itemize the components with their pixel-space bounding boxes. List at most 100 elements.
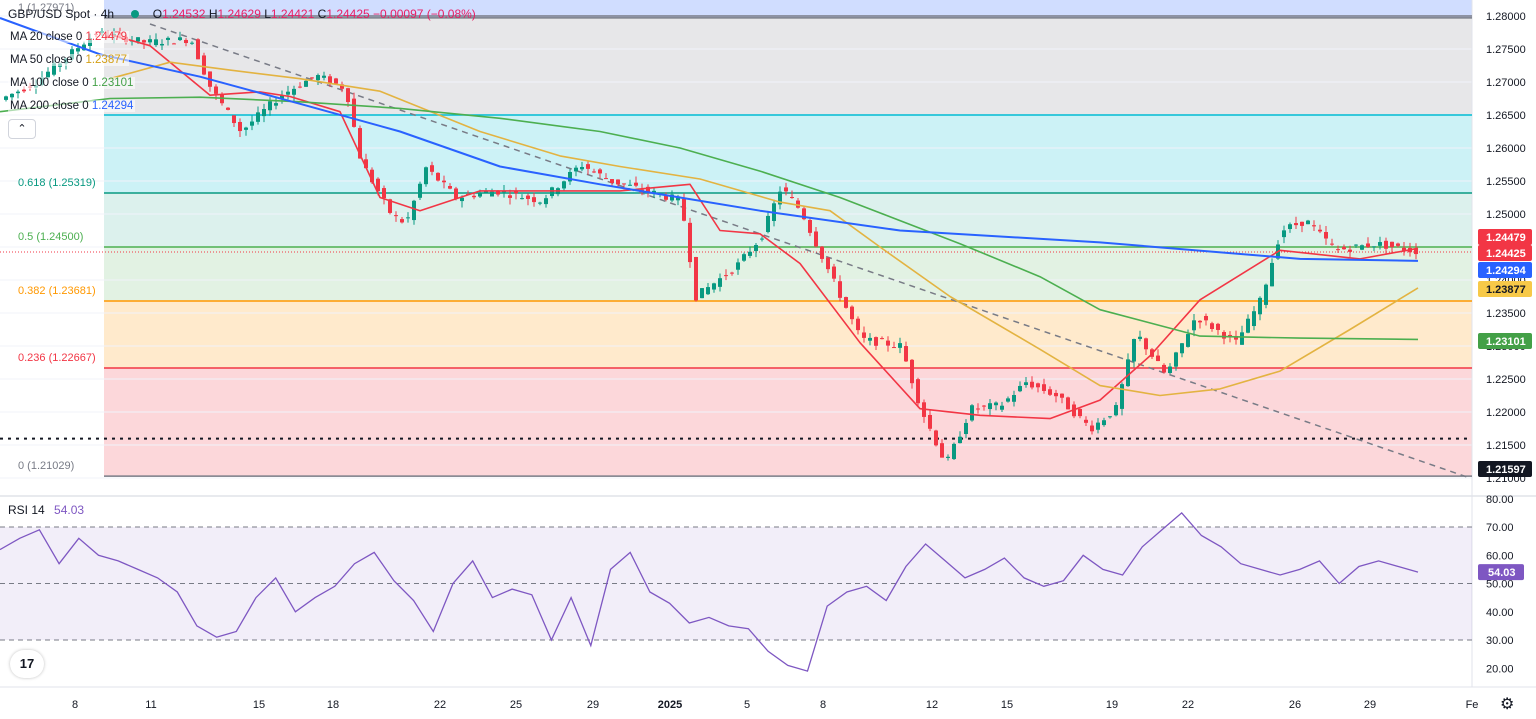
candle-body bbox=[184, 39, 188, 44]
rsi-legend[interactable]: RSI 14 54.03 bbox=[8, 503, 84, 517]
candle-body bbox=[604, 178, 608, 180]
time-tick-label: 18 bbox=[327, 699, 339, 711]
candle-body bbox=[406, 217, 410, 219]
candle-body bbox=[514, 191, 518, 194]
price-tick-label: 1.26500 bbox=[1486, 110, 1526, 122]
candle-body bbox=[1084, 419, 1088, 423]
candle-body bbox=[802, 208, 806, 220]
candle-body bbox=[562, 181, 566, 189]
candle-body bbox=[736, 262, 740, 270]
candle-body bbox=[178, 37, 182, 41]
indicator-value: 1.24479 bbox=[85, 31, 128, 43]
candle-body bbox=[700, 288, 704, 299]
candle-body bbox=[976, 408, 980, 410]
settings-glyph: ⚙ bbox=[1500, 696, 1515, 713]
candle-body bbox=[898, 343, 902, 348]
candle-body bbox=[790, 196, 794, 199]
rsi-tick-label: 60.00 bbox=[1486, 550, 1514, 562]
candle-body bbox=[1156, 355, 1160, 362]
candle-body bbox=[274, 103, 278, 106]
rsi-badge bbox=[1478, 564, 1524, 581]
price-badge-label: 1.24294 bbox=[1486, 265, 1527, 277]
price-tick-label: 1.22000 bbox=[1486, 407, 1526, 419]
tradingview-logo-icon[interactable]: 17 bbox=[10, 650, 44, 678]
candle-body bbox=[880, 338, 884, 340]
price-axis: 1.28000 1.27500 1.27000 1.26500 1.26000 1.255… bbox=[1478, 11, 1532, 675]
candle-body bbox=[1216, 323, 1220, 330]
candle-body bbox=[1348, 249, 1352, 252]
high-label: H bbox=[208, 7, 218, 21]
close-label: C bbox=[317, 7, 327, 21]
candle-body bbox=[910, 359, 914, 384]
candle-body bbox=[838, 281, 842, 298]
indicator-ma50[interactable]: MA 50 close 0 1.23877 bbox=[8, 54, 130, 66]
fib-band bbox=[104, 367, 1472, 477]
candle-body bbox=[148, 39, 152, 43]
candle-body bbox=[376, 178, 380, 192]
candle-body bbox=[442, 180, 446, 183]
price-badge bbox=[1478, 461, 1532, 477]
candle-body bbox=[688, 222, 692, 263]
candle-body bbox=[1228, 334, 1232, 337]
candle-body bbox=[436, 172, 440, 181]
candle-body bbox=[1096, 422, 1100, 430]
gear-icon[interactable]: ⚙ bbox=[1500, 694, 1514, 714]
price-badge-label: 1.23877 bbox=[1486, 284, 1526, 296]
candle-body bbox=[610, 179, 614, 183]
indicator-value: 1.23101 bbox=[91, 77, 134, 89]
candle-body bbox=[676, 196, 680, 201]
candle-body bbox=[1366, 243, 1370, 248]
candle-body bbox=[1384, 240, 1388, 249]
candle-body bbox=[142, 40, 146, 43]
candle-body bbox=[616, 179, 620, 185]
candle-body bbox=[1300, 221, 1304, 226]
candle-body bbox=[1180, 343, 1184, 354]
candle-body bbox=[286, 91, 290, 95]
candle-body bbox=[1204, 315, 1208, 321]
price-tick-label: 1.23500 bbox=[1486, 308, 1526, 320]
candle-body bbox=[388, 199, 392, 213]
candle-body bbox=[856, 318, 860, 331]
candle-body bbox=[1006, 398, 1010, 402]
indicator-ma20[interactable]: MA 20 close 0 1.24479 bbox=[8, 31, 130, 43]
candle-body bbox=[844, 297, 848, 308]
candle-body bbox=[1306, 220, 1310, 225]
close-value: 1.24425 bbox=[326, 7, 370, 21]
candle-body bbox=[946, 456, 950, 458]
price-tick-label: 1.27000 bbox=[1486, 77, 1526, 89]
candle-body bbox=[634, 182, 638, 186]
candle-body bbox=[622, 183, 626, 185]
candle-body bbox=[22, 89, 26, 92]
collapse-legend-button[interactable]: ⌃ bbox=[8, 119, 36, 139]
candle-body bbox=[334, 78, 338, 84]
candle-body bbox=[964, 422, 968, 435]
candle-body bbox=[868, 337, 872, 341]
fib-level-label: 0.5 (1.24500) bbox=[18, 231, 83, 243]
candle-body bbox=[934, 430, 938, 446]
candle-body bbox=[892, 347, 896, 349]
candle-body bbox=[1186, 334, 1190, 347]
indicator-ma100[interactable]: MA 100 close 0 1.23101 bbox=[8, 77, 136, 89]
candle-body bbox=[1288, 224, 1292, 230]
candle-body bbox=[364, 159, 368, 169]
candle-body bbox=[754, 245, 758, 252]
candle-body bbox=[1246, 318, 1250, 333]
open-label: O bbox=[152, 7, 163, 21]
rsi-tick-label: 30.00 bbox=[1486, 635, 1514, 647]
indicator-ma200[interactable]: MA 200 close 0 1.24294 bbox=[8, 100, 136, 112]
candle-body bbox=[460, 197, 464, 202]
time-tick-label: 25 bbox=[510, 699, 522, 711]
candle-body bbox=[1066, 397, 1070, 410]
candle-body bbox=[1168, 366, 1172, 374]
symbol-title[interactable]: GBP/USD Spot · 4h bbox=[8, 7, 115, 21]
candle-body bbox=[1372, 246, 1376, 248]
price-badge bbox=[1478, 281, 1532, 297]
price-badge-label: 1.23101 bbox=[1486, 336, 1526, 348]
candle-body bbox=[52, 63, 56, 75]
candle-body bbox=[82, 44, 86, 51]
time-tick-label: 29 bbox=[587, 699, 599, 711]
candle-body bbox=[1360, 245, 1364, 250]
ma-line bbox=[0, 96, 1419, 341]
horizontal-lines bbox=[0, 15, 1472, 477]
